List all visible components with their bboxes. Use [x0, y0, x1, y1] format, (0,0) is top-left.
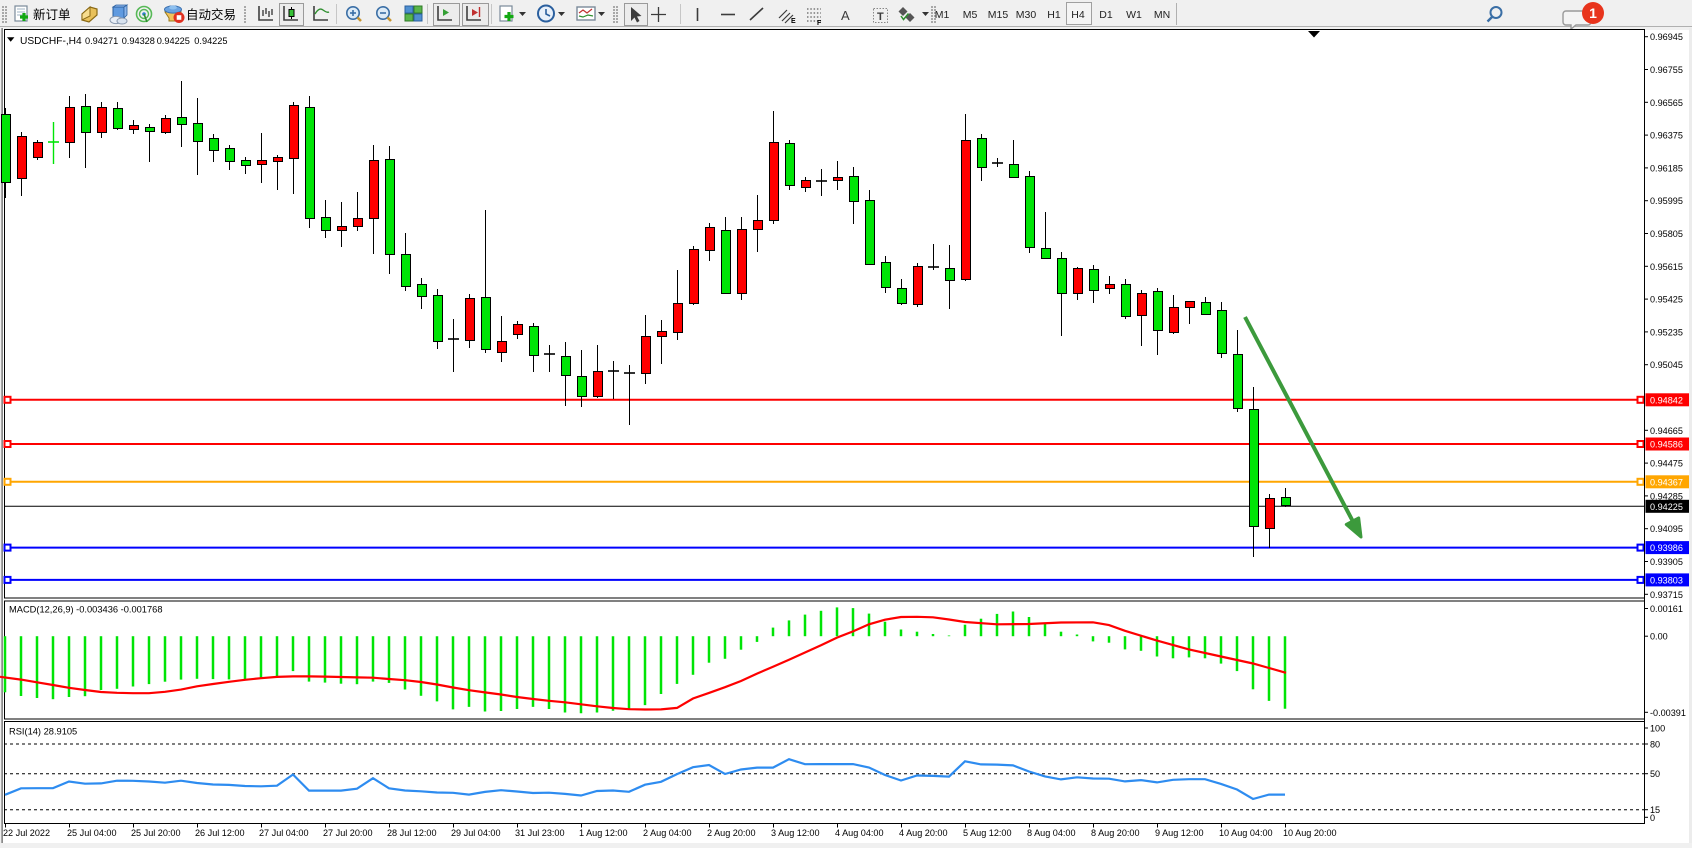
svg-text:0.96185: 0.96185 [1650, 163, 1683, 173]
svg-text:100: 100 [1650, 724, 1665, 734]
svg-text:A: A [841, 8, 850, 23]
svg-text:0: 0 [1650, 813, 1655, 823]
svg-text:0.94225: 0.94225 [1650, 502, 1683, 512]
svg-text:25 Jul 20:00: 25 Jul 20:00 [131, 828, 181, 838]
svg-text:F: F [817, 20, 822, 27]
svg-text:10 Aug 20:00: 10 Aug 20:00 [1283, 828, 1337, 838]
svg-text:H4: H4 [1071, 9, 1085, 21]
svg-text:2 Aug 04:00: 2 Aug 04:00 [643, 828, 692, 838]
svg-text:0.94285: 0.94285 [1650, 491, 1683, 501]
svg-text:4 Aug 04:00: 4 Aug 04:00 [835, 828, 884, 838]
svg-text:0.93905: 0.93905 [1650, 557, 1683, 567]
svg-text:2 Aug 20:00: 2 Aug 20:00 [707, 828, 756, 838]
svg-text:RSI(14) 28.9105: RSI(14) 28.9105 [9, 727, 77, 737]
svg-text:自动交易: 自动交易 [186, 7, 236, 22]
svg-text:0.93715: 0.93715 [1650, 590, 1683, 600]
svg-text:0.95425: 0.95425 [1650, 295, 1683, 305]
svg-text:E: E [791, 18, 796, 25]
svg-text:80: 80 [1650, 740, 1660, 750]
svg-text:0.95045: 0.95045 [1650, 360, 1683, 370]
svg-text:0.95805: 0.95805 [1650, 229, 1683, 239]
svg-text:0.96755: 0.96755 [1650, 65, 1683, 75]
svg-text:27 Jul 04:00: 27 Jul 04:00 [259, 828, 309, 838]
svg-text:10 Aug 04:00: 10 Aug 04:00 [1219, 828, 1273, 838]
svg-text:0.94225: 0.94225 [194, 36, 227, 46]
svg-text:0.94095: 0.94095 [1650, 524, 1683, 534]
svg-text:0.94271: 0.94271 [85, 36, 118, 46]
svg-text:M15: M15 [988, 9, 1009, 21]
svg-text:M1: M1 [935, 9, 950, 21]
svg-text:8 Aug 20:00: 8 Aug 20:00 [1091, 828, 1140, 838]
svg-text:0.94586: 0.94586 [1650, 440, 1683, 450]
svg-text:0.93986: 0.93986 [1650, 543, 1683, 553]
svg-text:0.93803: 0.93803 [1650, 575, 1683, 585]
svg-text:0.94842: 0.94842 [1650, 395, 1683, 405]
svg-text:W1: W1 [1126, 9, 1142, 21]
svg-text:5 Aug 12:00: 5 Aug 12:00 [963, 828, 1012, 838]
svg-text:0.96565: 0.96565 [1650, 98, 1683, 108]
svg-text:0.94665: 0.94665 [1650, 426, 1683, 436]
svg-text:0.95235: 0.95235 [1650, 327, 1683, 337]
svg-text:9 Aug 12:00: 9 Aug 12:00 [1155, 828, 1204, 838]
svg-text:0.96945: 0.96945 [1650, 32, 1683, 42]
svg-text:1: 1 [1589, 5, 1597, 21]
svg-text:22 Jul 2022: 22 Jul 2022 [3, 828, 50, 838]
svg-text:0.94328: 0.94328 [122, 36, 155, 46]
svg-text:8 Aug 04:00: 8 Aug 04:00 [1027, 828, 1076, 838]
svg-text:T: T [877, 11, 884, 23]
svg-text:28 Jul 12:00: 28 Jul 12:00 [387, 828, 437, 838]
svg-text:25 Jul 04:00: 25 Jul 04:00 [67, 828, 117, 838]
svg-text:0.00: 0.00 [1650, 632, 1668, 642]
svg-text:0.94475: 0.94475 [1650, 459, 1683, 469]
svg-text:50: 50 [1650, 769, 1660, 779]
svg-text:0.00161: 0.00161 [1650, 604, 1683, 614]
svg-text:0.96375: 0.96375 [1650, 131, 1683, 141]
svg-text:USDCHF-,H4: USDCHF-,H4 [20, 36, 82, 47]
svg-text:D1: D1 [1099, 9, 1113, 21]
svg-text:M5: M5 [963, 9, 978, 21]
svg-text:MN: MN [1154, 9, 1170, 21]
svg-text:-0.00391: -0.00391 [1650, 708, 1686, 718]
svg-text:新订单: 新订单 [33, 7, 71, 22]
svg-text:15: 15 [1650, 805, 1660, 815]
svg-text:26 Jul 12:00: 26 Jul 12:00 [195, 828, 245, 838]
svg-text:3 Aug 12:00: 3 Aug 12:00 [771, 828, 820, 838]
svg-text:0.95995: 0.95995 [1650, 196, 1683, 206]
svg-text:4 Aug 20:00: 4 Aug 20:00 [899, 828, 948, 838]
svg-text:M30: M30 [1016, 9, 1037, 21]
svg-text:0.94367: 0.94367 [1650, 477, 1683, 487]
svg-text:27 Jul 20:00: 27 Jul 20:00 [323, 828, 373, 838]
svg-text:MACD(12,26,9) -0.003436 -0.001: MACD(12,26,9) -0.003436 -0.001768 [9, 605, 163, 615]
svg-text:0.94225: 0.94225 [157, 36, 190, 46]
svg-text:29 Jul 04:00: 29 Jul 04:00 [451, 828, 501, 838]
svg-text:31 Jul 23:00: 31 Jul 23:00 [515, 828, 565, 838]
svg-text:1 Aug 12:00: 1 Aug 12:00 [579, 828, 628, 838]
svg-text:0.95615: 0.95615 [1650, 262, 1683, 272]
svg-text:H1: H1 [1047, 9, 1061, 21]
